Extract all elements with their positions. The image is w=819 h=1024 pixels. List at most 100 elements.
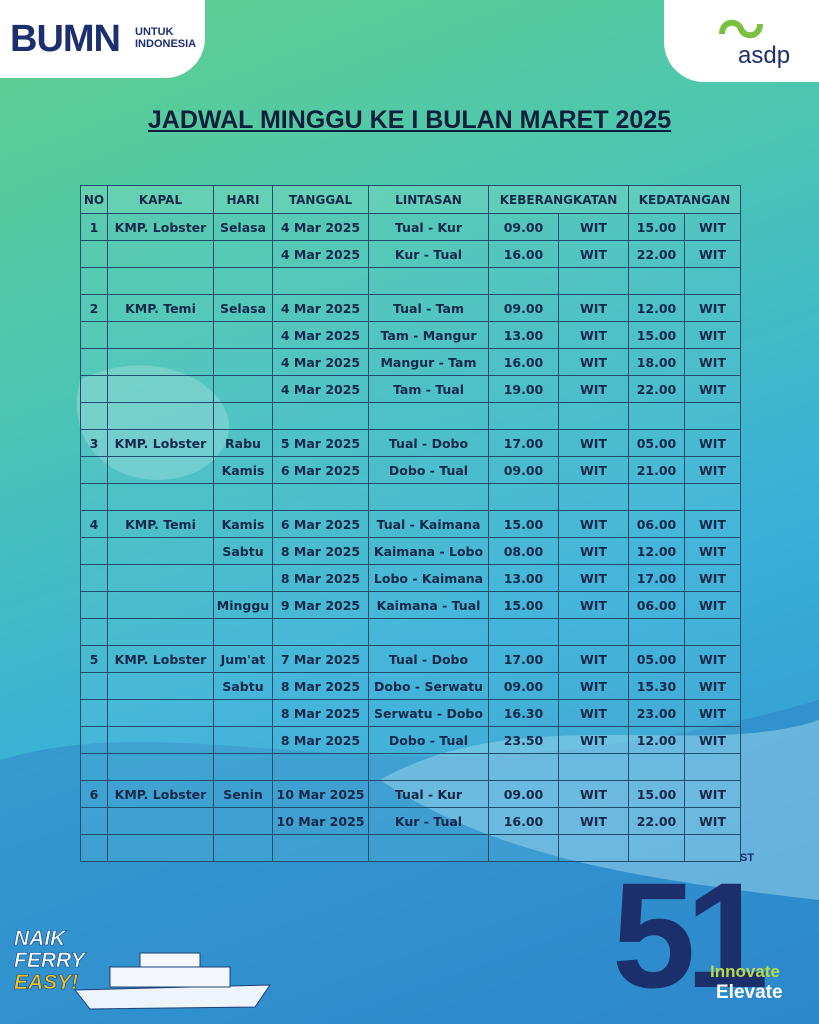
cell-tiba-zona: WIT: [684, 807, 741, 835]
cell-berangkat-zona: WIT: [558, 699, 629, 727]
cell-no: [80, 807, 108, 835]
cell-hari: [213, 348, 273, 376]
cell: [107, 267, 214, 295]
cell-berangkat: 08.00: [488, 537, 559, 565]
cell: [80, 753, 108, 781]
schedule-row: 4 Mar 2025 Mangur - Tam 16.00 WIT 18.00 WIT: [80, 348, 741, 376]
cell: [272, 402, 369, 430]
cell-berangkat: 15.00: [488, 510, 559, 538]
cell-berangkat-zona: WIT: [558, 294, 629, 322]
cell-hari: Senin: [213, 780, 273, 808]
cell-tiba-zona: WIT: [684, 726, 741, 754]
cell-tiba: 06.00: [628, 510, 685, 538]
cell: [213, 618, 273, 646]
cell-berangkat-zona: WIT: [558, 726, 629, 754]
cell-no: 4: [80, 510, 108, 538]
cell-berangkat-zona: WIT: [558, 240, 629, 268]
cell-berangkat: 09.00: [488, 780, 559, 808]
cell-berangkat: 17.00: [488, 645, 559, 673]
cell-kapal: [107, 321, 214, 349]
schedule-row: Sabtu 8 Mar 2025 Kaimana - Lobo 08.00 WIT 12.…: [80, 537, 741, 565]
cell-tiba-zona: WIT: [684, 780, 741, 808]
cell-kapal: [107, 591, 214, 619]
cell-no: 3: [80, 429, 108, 457]
schedule-row: 4 Mar 2025 Tam - Tual 19.00 WIT 22.00 WIT: [80, 375, 741, 403]
cell: [684, 753, 741, 781]
cell-tiba: 15.00: [628, 321, 685, 349]
cell: [80, 483, 108, 511]
cell-berangkat-zona: WIT: [558, 213, 629, 241]
cell-tanggal: 4 Mar 2025: [272, 240, 369, 268]
cell-tiba-zona: WIT: [684, 375, 741, 403]
cell-no: [80, 537, 108, 565]
title: JADWAL MINGGU KE I BULAN MARET 2025: [147, 106, 672, 134]
cell-tiba: 18.00: [628, 348, 685, 376]
cell-lintasan: Tam - Mangur: [368, 321, 489, 349]
cell-kapal: [107, 672, 214, 700]
cell-lintasan: Tam - Tual: [368, 375, 489, 403]
cell-tanggal: 4 Mar 2025: [272, 321, 369, 349]
cell-hari: [213, 375, 273, 403]
cell: [488, 402, 559, 430]
cell-tanggal: 6 Mar 2025: [272, 510, 369, 538]
cell-lintasan: Tual - Kur: [368, 213, 489, 241]
cell: [488, 753, 559, 781]
cell-berangkat: 23.50: [488, 726, 559, 754]
cell-kapal: [107, 564, 214, 592]
schedule-row: 4 KMP. Temi Kamis 6 Mar 2025 Tual - Kaimana 1…: [80, 510, 741, 538]
cell-kapal: [107, 456, 214, 484]
cell-no: 5: [80, 645, 108, 673]
cell: [213, 402, 273, 430]
brand-right: asdp: [738, 42, 791, 69]
cell-tiba-zona: WIT: [684, 294, 741, 322]
cell: [80, 834, 108, 862]
schedule-row: Minggu 9 Mar 2025 Kaimana - Tual 15.00 WIT 06…: [80, 591, 741, 619]
cell-hari: Kamis: [213, 456, 273, 484]
cell-tiba: 15.00: [628, 780, 685, 808]
brand-left: BUMN: [10, 18, 121, 60]
cell: [488, 267, 559, 295]
cell-tiba: 21.00: [628, 456, 685, 484]
cell: [558, 618, 629, 646]
cell-no: [80, 672, 108, 700]
cell-berangkat-zona: WIT: [558, 375, 629, 403]
cell-hari: [213, 564, 273, 592]
cell-hari: Minggu: [213, 591, 273, 619]
cell: [558, 402, 629, 430]
cell-tiba: 22.00: [628, 807, 685, 835]
cell: [684, 618, 741, 646]
cell: [558, 483, 629, 511]
spacer-row: [80, 483, 741, 511]
cell-lintasan: Mangur - Tam: [368, 348, 489, 376]
cell-berangkat: 16.00: [488, 240, 559, 268]
schedule-table: NO KAPAL HARI TANGGAL LINTASAN KEBERANGK…: [80, 185, 741, 862]
cell-tiba: 12.00: [628, 537, 685, 565]
cell: [368, 834, 489, 862]
cell: [272, 753, 369, 781]
cell-no: [80, 375, 108, 403]
cell-berangkat-zona: WIT: [558, 348, 629, 376]
cell-berangkat: 17.00: [488, 429, 559, 457]
cell: [213, 834, 273, 862]
cell-hari: Rabu: [213, 429, 273, 457]
cell-no: 1: [80, 213, 108, 241]
spacer-row: [80, 402, 741, 430]
cell-hari: [213, 726, 273, 754]
cell-tiba-zona: WIT: [684, 537, 741, 565]
cell-hari: [213, 240, 273, 268]
cell-lintasan: Tual - Kaimana: [368, 510, 489, 538]
cell-berangkat-zona: WIT: [558, 321, 629, 349]
cell: [628, 618, 685, 646]
cell-no: [80, 456, 108, 484]
anniversary-suffix: ST: [740, 852, 755, 864]
cell-lintasan: Tual - Tam: [368, 294, 489, 322]
theme: Elevate: [716, 982, 783, 1003]
cell-berangkat-zona: WIT: [558, 537, 629, 565]
cell-tiba-zona: WIT: [684, 348, 741, 376]
schedule-row: Kamis 6 Mar 2025 Dobo - Tual 09.00 WIT 21.00 W…: [80, 456, 741, 484]
schedule-row: 2 KMP. Temi Selasa 4 Mar 2025 Tual - Tam 09.0…: [80, 294, 741, 322]
cell-lintasan: Dobo - Tual: [368, 726, 489, 754]
col-header: NO: [80, 185, 108, 214]
cell-tanggal: 7 Mar 2025: [272, 645, 369, 673]
spacer-row: [80, 753, 741, 781]
